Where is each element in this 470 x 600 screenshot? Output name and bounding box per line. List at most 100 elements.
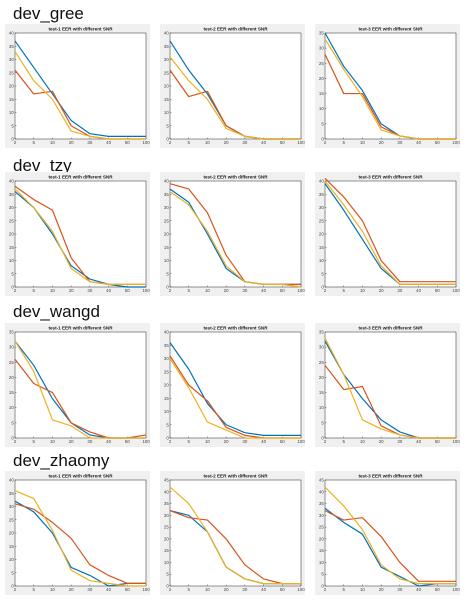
x-tick-label: 40 <box>416 140 421 145</box>
line-chart: test-2 EER with different SNR05101520253… <box>164 474 305 593</box>
x-tick-label: 30 <box>242 587 247 592</box>
y-tick-label: 25 <box>319 61 324 66</box>
x-tick-label: 2 <box>324 288 327 293</box>
y-tick-label: 30 <box>9 57 14 62</box>
y-tick-label: 0 <box>321 285 324 290</box>
series-line-red <box>169 510 301 585</box>
y-tick-label: 15 <box>319 548 324 553</box>
x-tick-label: 2 <box>14 288 17 293</box>
y-tick-label: 10 <box>319 405 324 410</box>
series-line-yellow <box>169 191 302 288</box>
chart-title: test-2 EER with different SNR <box>203 27 268 32</box>
x-tick-label: 5 <box>32 140 35 145</box>
line-chart: test-2 EER with different SNR05101520253… <box>164 27 305 146</box>
x-tick-label: 20 <box>379 439 384 444</box>
line-chart: test-2 EER with different SNR05101520253… <box>164 326 305 445</box>
x-tick-label: 2 <box>169 288 172 293</box>
x-tick-label: 5 <box>187 439 190 444</box>
series-line-blue <box>169 342 301 436</box>
series-line-red <box>324 510 456 582</box>
y-tick-label: 25 <box>9 218 14 223</box>
x-tick-label: 20 <box>379 288 384 293</box>
row-label: dev_zhaomy <box>13 451 110 470</box>
x-tick-label: 5 <box>342 288 345 293</box>
y-tick-label: 40 <box>164 31 169 36</box>
y-tick-label: 15 <box>319 91 324 96</box>
y-tick-label: 35 <box>9 491 14 496</box>
x-tick-label: 100 <box>452 288 460 293</box>
y-tick-label: 20 <box>164 232 169 237</box>
chart-title: test-1 EER with different SNR <box>48 27 113 32</box>
y-tick-label: 30 <box>319 513 324 518</box>
x-tick-label: 5 <box>342 587 345 592</box>
y-tick-label: 30 <box>9 205 14 210</box>
series-line-yellow <box>324 180 456 285</box>
x-tick-label: 5 <box>32 288 35 293</box>
chart-panel: test-2 EER with different SNR 0 5 10 15 20 25 3… <box>160 471 305 595</box>
plot-area <box>14 479 147 587</box>
y-tick-label: 15 <box>9 97 14 102</box>
x-tick-label: 30 <box>242 140 247 145</box>
x-tick-label: 30 <box>397 140 402 145</box>
y-tick-label: 25 <box>9 517 14 522</box>
y-tick-label: 35 <box>9 192 14 197</box>
x-tick-label: 50 <box>280 587 285 592</box>
x-tick-label: 20 <box>379 587 384 592</box>
x-tick-label: 30 <box>397 439 402 444</box>
plot-area <box>324 479 457 587</box>
y-tick-label: 20 <box>164 536 169 541</box>
y-tick-label: 10 <box>9 258 14 263</box>
chart-title: test-3 EER with different SNR <box>358 27 423 32</box>
x-tick-label: 30 <box>87 439 92 444</box>
y-tick-label: 25 <box>319 360 324 365</box>
x-tick-label: 50 <box>280 140 285 145</box>
y-tick-label: 5 <box>11 123 14 128</box>
plot-area <box>324 32 457 140</box>
y-tick-label: 0 <box>11 285 14 290</box>
series-line-red <box>324 177 456 283</box>
y-tick-label: 0 <box>11 137 14 142</box>
x-tick-label: 100 <box>142 439 150 444</box>
chart-title: test-3 EER with different SNR <box>358 175 423 180</box>
x-tick-label: 40 <box>261 288 266 293</box>
x-tick-label: 2 <box>324 140 327 145</box>
x-tick-label: 2 <box>14 439 17 444</box>
y-tick-label: 15 <box>319 245 324 250</box>
y-tick-label: 35 <box>319 192 324 197</box>
x-tick-label: 2 <box>169 140 172 145</box>
y-tick-label: 10 <box>164 258 169 263</box>
y-tick-label: 10 <box>9 110 14 115</box>
line-chart: test-3 EER with different SNR05101520253… <box>319 474 460 593</box>
y-tick-label: 20 <box>164 84 169 89</box>
y-tick-label: 20 <box>319 232 324 237</box>
plot-area <box>14 331 147 439</box>
plot-area <box>14 32 147 140</box>
x-tick-label: 100 <box>452 587 460 592</box>
plot-area <box>14 180 147 288</box>
y-tick-label: 15 <box>164 245 169 250</box>
y-tick-label: 15 <box>319 390 324 395</box>
x-tick-label: 30 <box>242 439 247 444</box>
chart-title: test-1 EER with different SNR <box>48 326 113 331</box>
chart-panel: test-3 EER with different SNR 0 5 10 15 20 25 3… <box>315 24 460 148</box>
x-tick-label: 40 <box>416 288 421 293</box>
line-chart: test-3 EER with different SNR05101520253… <box>319 27 460 146</box>
y-tick-label: 45 <box>319 478 324 483</box>
series-line-yellow <box>14 340 146 439</box>
x-tick-label: 20 <box>69 288 74 293</box>
x-tick-label: 50 <box>280 439 285 444</box>
x-tick-label: 20 <box>224 288 229 293</box>
chart-panel: test-3 EER with different SNR 0 5 10 15 20 25 3… <box>315 323 460 447</box>
x-tick-label: 50 <box>125 140 130 145</box>
y-tick-label: 30 <box>9 345 14 350</box>
x-tick-label: 20 <box>69 439 74 444</box>
x-tick-label: 20 <box>224 439 229 444</box>
x-tick-label: 2 <box>169 439 172 444</box>
y-tick-label: 20 <box>319 536 324 541</box>
y-tick-label: 25 <box>319 218 324 223</box>
y-tick-label: 30 <box>164 356 169 361</box>
x-tick-label: 5 <box>32 587 35 592</box>
y-tick-label: 5 <box>11 271 14 276</box>
x-tick-label: 30 <box>87 140 92 145</box>
y-tick-label: 40 <box>164 489 169 494</box>
